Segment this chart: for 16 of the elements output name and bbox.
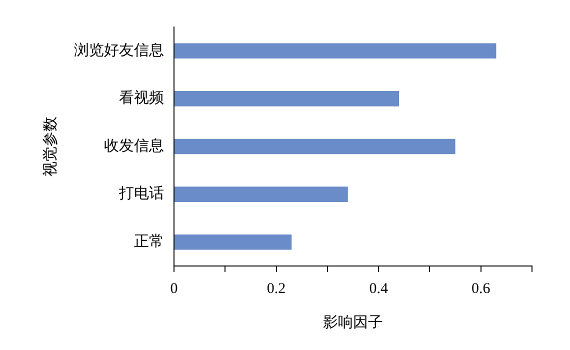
bar xyxy=(174,234,292,250)
y-tick-label: 浏览好友信息 xyxy=(74,42,164,59)
x-axis-title: 影响因子 xyxy=(323,314,383,331)
y-tick-label: 看视频 xyxy=(119,90,164,107)
x-tick-label: 0.4 xyxy=(369,280,388,297)
y-tick-label: 收发信息 xyxy=(104,137,164,154)
y-axis-title: 视觉参数 xyxy=(42,116,59,176)
x-tick-label: 0.6 xyxy=(471,280,491,297)
bar xyxy=(174,91,400,106)
y-tick-label: 打电话 xyxy=(118,185,164,202)
x-tick-label: 0.2 xyxy=(266,280,286,297)
bar xyxy=(174,43,496,59)
bar xyxy=(174,186,348,202)
bar xyxy=(174,138,456,154)
x-tick-label: 0 xyxy=(170,280,178,297)
y-tick-label: 正常 xyxy=(134,233,164,250)
